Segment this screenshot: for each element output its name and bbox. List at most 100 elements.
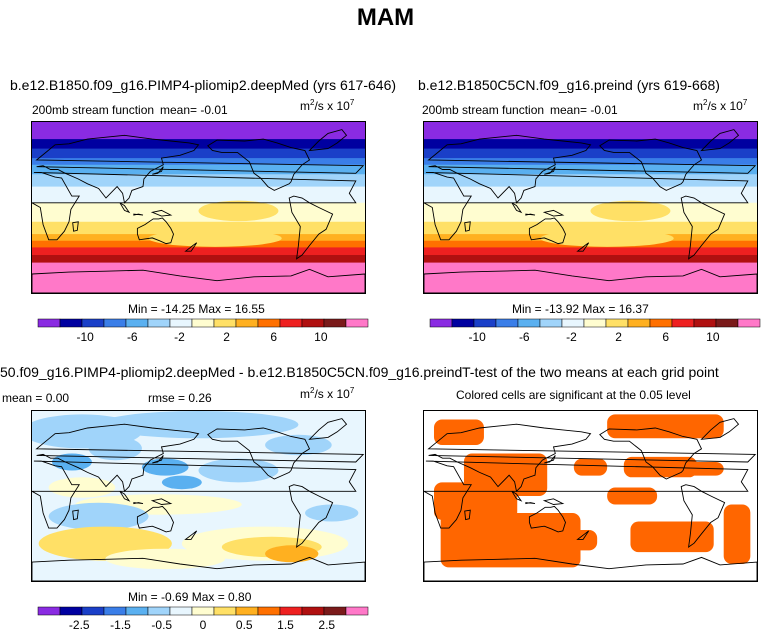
coastline-path — [680, 195, 726, 260]
colorbar-tick-label: 2 — [223, 330, 230, 344]
colorbar-tick-label: -10 — [76, 330, 94, 344]
difference-field — [32, 411, 365, 581]
coastline-path — [35, 134, 365, 204]
colorbar-swatch — [279, 318, 303, 328]
colorbar-tick-label: -0.5 — [151, 618, 172, 632]
coastline-path — [544, 166, 556, 175]
colorbar-swatch — [37, 318, 61, 328]
significant-cell — [723, 504, 751, 564]
stream-function-field — [32, 122, 365, 293]
field-feature — [141, 458, 189, 476]
coastline-path — [700, 418, 740, 440]
page-title: MAM — [356, 4, 415, 31]
coastline-path — [427, 134, 757, 204]
colorbar-swatch — [583, 318, 607, 328]
coastline-path — [542, 498, 565, 505]
field-feature — [48, 502, 149, 530]
panel1-title: b.e12.B1850.f09_g16.PIMP4-pliomip2.deepM… — [10, 77, 397, 93]
coastline-path — [136, 505, 174, 533]
coastline-path — [150, 209, 173, 217]
colorbar-swatch — [301, 606, 325, 616]
coastline-path — [576, 242, 590, 252]
field-band — [424, 122, 757, 140]
colorbar-swatch — [169, 318, 193, 328]
panel1-units: m2/s x 107 — [300, 98, 355, 113]
colorbar-swatch — [323, 318, 347, 328]
coastline-path — [680, 484, 726, 548]
field-band — [32, 158, 365, 166]
panel4-map — [423, 410, 758, 582]
field-band — [32, 174, 365, 188]
coastline-path — [72, 221, 79, 232]
colorbar-swatch — [451, 318, 475, 328]
colorbar-swatch — [147, 606, 171, 616]
coastlines — [32, 129, 365, 293]
field-feature — [105, 548, 226, 570]
field-feature — [161, 475, 202, 490]
coastline-path — [464, 509, 471, 521]
field-band — [424, 255, 757, 264]
colorbar-swatch — [235, 318, 259, 328]
colorbar-swatch — [169, 606, 193, 616]
significant-cell — [630, 521, 714, 553]
panel2-title: b.e12.B1850C5CN.f09_g16.preind (yrs 619-… — [418, 77, 720, 93]
colorbar-swatch — [649, 318, 673, 328]
colorbar-tick-label: 2 — [615, 330, 622, 344]
stream-function-field — [424, 122, 757, 293]
colorbar-tick-label: -2 — [174, 330, 185, 344]
coastline-path — [599, 138, 703, 191]
panel3-title: 50.f09_g16.PIMP4-pliomip2.deepMed - b.e1… — [0, 364, 463, 380]
panel1-minmax: Min = -14.25 Max = 16.55 — [128, 302, 265, 316]
field-band — [32, 221, 365, 235]
field-band — [424, 202, 757, 223]
coastline-path — [119, 202, 131, 214]
colorbar-swatch — [345, 318, 369, 328]
panel1-left-label: 200mb stream function — [32, 103, 155, 117]
field-band — [424, 174, 757, 188]
panel3-minmax: Min = -0.69 Max = 0.80 — [128, 590, 252, 604]
coastline-path — [700, 129, 740, 152]
field-feature — [88, 436, 142, 461]
field-band — [32, 122, 365, 140]
coastline-path — [288, 195, 334, 260]
field-band — [32, 148, 365, 159]
coastline-path — [511, 490, 523, 502]
coastline-path — [528, 505, 566, 533]
colorbar-tick-label: 6 — [662, 330, 669, 344]
colorbar-tick-label: -2.5 — [69, 618, 90, 632]
panel3-mean: mean = 0.00 — [2, 391, 70, 405]
colorbar-swatch — [693, 318, 717, 328]
field-feature — [98, 411, 299, 439]
field-feature — [265, 434, 332, 456]
field-band — [424, 148, 757, 159]
coastline-path — [184, 242, 198, 252]
panel1-map — [31, 121, 366, 294]
colorbar-swatch — [213, 606, 237, 616]
field-feature — [198, 200, 279, 222]
panel2-mean: mean= -0.01 — [550, 103, 618, 117]
field-feature — [540, 229, 674, 247]
colorbar-swatch — [191, 606, 215, 616]
panel2-left-label: 200mb stream function — [422, 103, 545, 117]
field-band — [424, 139, 757, 150]
field-band — [32, 262, 365, 293]
coastline-path — [525, 213, 536, 216]
colorbar-tick-label: 0 — [200, 618, 207, 632]
colorbar-swatch — [671, 318, 695, 328]
colorbar-tick-label: 10 — [314, 330, 328, 344]
significance-field — [424, 414, 757, 581]
coastline-path — [72, 509, 79, 521]
colorbar-tick-label: -6 — [127, 330, 138, 344]
colorbar-swatch — [125, 606, 149, 616]
coastline-path — [119, 490, 131, 502]
field-feature — [148, 229, 282, 247]
field-band — [424, 221, 757, 235]
colorbar-swatch — [125, 318, 149, 328]
coastline-path — [542, 209, 565, 217]
coastline-path — [424, 268, 757, 293]
colorbar-tick-label: -10 — [468, 330, 486, 344]
colorbar-swatch — [495, 318, 519, 328]
coastline-path — [308, 129, 348, 152]
field-band — [32, 247, 365, 256]
panel4-subtitle: Colored cells are significant at the 0.0… — [456, 388, 691, 402]
